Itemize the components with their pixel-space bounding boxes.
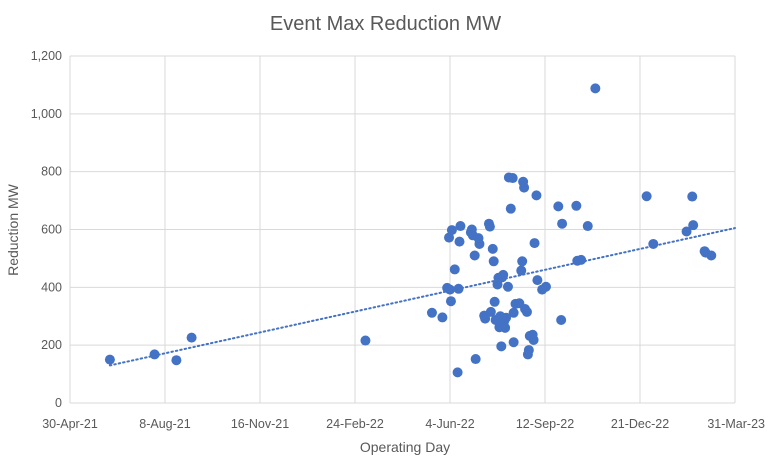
chart-title: Event Max Reduction MW: [270, 13, 501, 35]
data-points: [104, 83, 717, 378]
data-point: [449, 264, 460, 275]
data-point: [474, 238, 485, 249]
trendline-group: [108, 227, 736, 367]
data-point: [582, 221, 593, 232]
data-point: [500, 322, 511, 333]
data-point: [517, 256, 528, 267]
y-axis-ticks: 0 200 400 600 800 1,000 1,200: [31, 49, 62, 410]
y-axis-label: Reduction MW: [5, 183, 21, 276]
data-point: [149, 349, 160, 360]
y-tick-label: 400: [41, 280, 62, 294]
data-point: [529, 238, 540, 249]
data-point: [528, 334, 539, 345]
x-tick-label: 30-Apr-21: [42, 417, 98, 431]
data-point: [531, 190, 542, 201]
data-point: [505, 203, 516, 214]
data-point: [571, 200, 582, 211]
data-point: [426, 307, 437, 318]
data-point: [470, 354, 481, 365]
x-tick-label: 31-Mar-23: [707, 417, 765, 431]
data-point: [489, 296, 500, 307]
y-tick-label: 0: [55, 396, 62, 410]
data-point: [452, 367, 463, 378]
data-point: [453, 283, 464, 294]
data-point: [557, 218, 568, 229]
y-tick-label: 1,000: [31, 107, 62, 121]
x-axis-label: Operating Day: [360, 439, 450, 455]
data-point: [186, 332, 197, 343]
x-tick-label: 16-Nov-21: [231, 417, 289, 431]
y-tick-label: 1,200: [31, 49, 62, 63]
data-point: [519, 182, 530, 193]
x-tick-label: 24-Feb-22: [326, 417, 384, 431]
data-point: [523, 345, 534, 356]
data-point: [445, 284, 455, 295]
data-point: [455, 221, 466, 232]
data-point: [706, 250, 717, 261]
data-point: [498, 269, 509, 280]
x-axis-ticks: 30-Apr-21 8-Aug-21 16-Nov-21 24-Feb-22 4-Jun…: [42, 417, 765, 431]
data-point: [641, 191, 652, 202]
data-point: [446, 225, 457, 236]
data-point: [508, 307, 519, 318]
data-point: [681, 226, 692, 237]
data-point: [480, 313, 491, 324]
data-point: [556, 315, 567, 326]
data-point: [507, 173, 518, 184]
data-point: [104, 354, 115, 365]
data-point: [484, 221, 495, 232]
data-point: [488, 256, 499, 267]
data-point: [487, 243, 498, 254]
x-tick-label: 21-Dec-22: [611, 417, 669, 431]
x-tick-label: 8-Aug-21: [139, 417, 190, 431]
data-point: [360, 335, 371, 346]
data-point: [688, 220, 699, 231]
data-point: [171, 355, 182, 366]
data-point: [532, 275, 543, 286]
data-point: [521, 306, 532, 317]
x-tick-label: 4-Jun-22: [425, 417, 474, 431]
data-point: [508, 337, 519, 348]
data-point: [516, 265, 527, 276]
y-tick-label: 200: [41, 338, 62, 352]
data-point: [437, 312, 448, 323]
data-point: [502, 281, 513, 292]
data-point: [444, 232, 455, 243]
x-tick-label: 12-Sep-22: [516, 417, 574, 431]
y-tick-label: 600: [41, 223, 62, 237]
data-point: [590, 83, 601, 94]
data-point: [496, 341, 507, 352]
data-point: [540, 281, 551, 292]
data-point: [501, 312, 512, 323]
gridlines: [69, 55, 736, 404]
y-tick-label: 800: [41, 165, 62, 179]
data-point: [445, 296, 456, 307]
data-point: [469, 250, 480, 261]
trendline: [108, 227, 736, 367]
data-point: [553, 201, 564, 212]
data-point: [648, 238, 659, 249]
data-point: [687, 191, 698, 202]
data-point: [576, 254, 587, 265]
data-point: [485, 306, 496, 317]
data-point: [454, 236, 465, 247]
